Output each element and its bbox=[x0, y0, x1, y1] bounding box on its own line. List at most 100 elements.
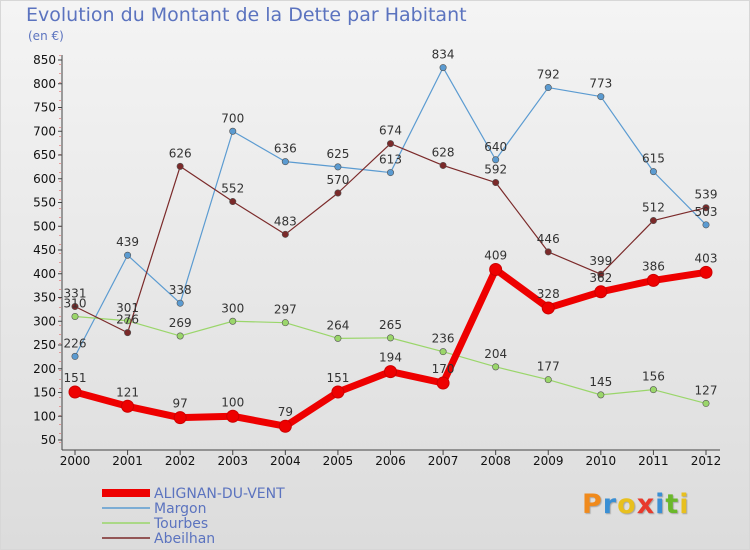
data-label-alignan-du-vent: 121 bbox=[116, 385, 139, 399]
y-tick-label: 700 bbox=[33, 124, 56, 138]
y-tick-label: 50 bbox=[41, 433, 56, 447]
data-point-tourbes bbox=[176, 332, 184, 340]
data-point-margon bbox=[544, 84, 552, 92]
data-labels: 226 439 338 700 636 625 613 834 640 792 773 615 503 3… bbox=[64, 48, 718, 420]
y-tick-label: 100 bbox=[33, 409, 56, 423]
data-point-abeilhan bbox=[439, 161, 447, 169]
data-label-abeilhan: 626 bbox=[169, 146, 192, 160]
data-label-tourbes: 300 bbox=[221, 301, 244, 315]
legend-label-abeilhan: Abeilhan bbox=[154, 531, 215, 547]
y-tick-label: 500 bbox=[33, 219, 56, 233]
logo-letter: t bbox=[665, 489, 680, 520]
data-label-margon: 615 bbox=[642, 152, 665, 166]
logo-letter: P bbox=[582, 489, 603, 520]
data-point-tourbes bbox=[71, 312, 79, 320]
data-label-margon: 700 bbox=[221, 111, 244, 125]
data-label-alignan-du-vent: 97 bbox=[173, 397, 188, 411]
x-tick-label: 2011 bbox=[638, 454, 669, 468]
data-point-tourbes bbox=[702, 399, 710, 407]
x-tick-label: 2000 bbox=[60, 454, 91, 468]
logo-letter: i bbox=[655, 489, 666, 520]
data-point-abeilhan bbox=[702, 204, 710, 212]
data-point-abeilhan bbox=[649, 217, 657, 225]
logo-letter: r bbox=[602, 489, 618, 520]
data-label-abeilhan: 399 bbox=[589, 254, 612, 268]
data-label-tourbes: 204 bbox=[484, 347, 507, 361]
data-label-abeilhan: 592 bbox=[484, 163, 507, 177]
x-tick-label: 2010 bbox=[586, 454, 617, 468]
data-point-margon bbox=[649, 168, 657, 176]
data-point-tourbes bbox=[649, 386, 657, 394]
data-point-margon bbox=[176, 299, 184, 307]
x-tick-label: 2001 bbox=[112, 454, 143, 468]
y-tick-label: 600 bbox=[33, 172, 56, 186]
logo-letter: x bbox=[636, 489, 656, 520]
series-layer bbox=[68, 64, 713, 433]
data-point-abeilhan bbox=[229, 198, 237, 206]
data-label-alignan-du-vent: 151 bbox=[64, 371, 87, 385]
data-label-tourbes: 177 bbox=[537, 360, 560, 374]
data-label-margon: 226 bbox=[64, 336, 87, 350]
data-point-abeilhan bbox=[281, 230, 289, 238]
data-label-tourbes: 265 bbox=[379, 318, 402, 332]
x-tick-label: 2003 bbox=[217, 454, 248, 468]
y-tick-label: 450 bbox=[33, 243, 56, 257]
data-point-tourbes bbox=[597, 391, 605, 399]
data-point-margon bbox=[492, 156, 500, 164]
data-label-tourbes: 310 bbox=[64, 297, 87, 311]
data-point-margon bbox=[124, 251, 132, 259]
data-label-abeilhan: 512 bbox=[642, 201, 665, 215]
data-point-alignan-du-vent bbox=[489, 262, 503, 276]
data-label-margon: 503 bbox=[695, 205, 718, 219]
data-label-margon: 636 bbox=[274, 142, 297, 156]
data-label-alignan-du-vent: 151 bbox=[326, 371, 349, 385]
data-label-margon: 613 bbox=[379, 153, 402, 167]
logo-letter: i bbox=[679, 489, 690, 520]
legend-label-margon: Margon bbox=[154, 501, 207, 517]
data-point-abeilhan bbox=[492, 179, 500, 187]
data-point-margon bbox=[702, 221, 710, 229]
data-point-alignan-du-vent bbox=[594, 285, 608, 299]
data-point-alignan-du-vent bbox=[68, 385, 82, 399]
legend-label-tourbes: Tourbes bbox=[153, 516, 208, 532]
y-tick-label: 850 bbox=[33, 53, 56, 67]
data-point-alignan-du-vent bbox=[173, 411, 187, 425]
data-label-margon: 439 bbox=[116, 235, 139, 249]
data-point-abeilhan bbox=[176, 162, 184, 170]
data-label-margon: 625 bbox=[326, 147, 349, 161]
data-label-tourbes: 269 bbox=[169, 316, 192, 330]
data-point-abeilhan bbox=[544, 248, 552, 256]
data-label-abeilhan: 674 bbox=[379, 124, 402, 138]
y-tick-label: 350 bbox=[33, 291, 56, 305]
data-label-alignan-du-vent: 79 bbox=[278, 405, 293, 419]
data-point-abeilhan bbox=[334, 189, 342, 197]
data-label-margon: 834 bbox=[432, 48, 455, 62]
data-label-margon: 792 bbox=[537, 68, 560, 82]
data-label-alignan-du-vent: 328 bbox=[537, 287, 560, 301]
data-label-abeilhan: 483 bbox=[274, 214, 297, 228]
data-label-alignan-du-vent: 100 bbox=[221, 395, 244, 409]
data-point-alignan-du-vent bbox=[436, 376, 450, 390]
data-point-margon bbox=[439, 64, 447, 72]
data-label-tourbes: 264 bbox=[326, 318, 349, 332]
legend-label-alignan-du-vent: ALIGNAN-DU-VENT bbox=[154, 486, 285, 502]
data-label-tourbes: 145 bbox=[589, 375, 612, 389]
data-label-abeilhan: 276 bbox=[116, 313, 139, 327]
data-point-alignan-du-vent bbox=[541, 301, 555, 315]
data-point-abeilhan bbox=[597, 270, 605, 278]
data-label-abeilhan: 446 bbox=[537, 232, 560, 246]
x-tick-label: 2007 bbox=[428, 454, 459, 468]
y-tick-label: 750 bbox=[33, 101, 56, 115]
logo-letter: o bbox=[617, 489, 637, 520]
data-label-abeilhan: 628 bbox=[432, 145, 455, 159]
y-tick-label: 800 bbox=[33, 77, 56, 91]
data-label-abeilhan: 570 bbox=[326, 173, 349, 187]
data-point-tourbes bbox=[544, 376, 552, 384]
data-label-alignan-du-vent: 362 bbox=[589, 271, 612, 285]
data-label-abeilhan: 539 bbox=[695, 188, 718, 202]
data-label-alignan-du-vent: 194 bbox=[379, 351, 402, 365]
y-tick-label: 300 bbox=[33, 314, 56, 328]
data-point-alignan-du-vent bbox=[384, 365, 397, 379]
